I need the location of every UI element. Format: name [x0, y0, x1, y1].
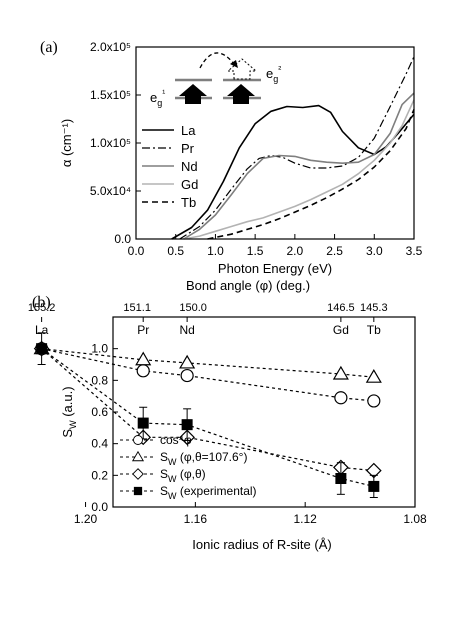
spectral-weight-axis-ticks: 1.20 1.16 1.12 1.08 0.0 0.2 0.4 0.6 0.8 1.0 [41, 317, 427, 526]
y-tick-label: 1.5x10⁵ [90, 88, 131, 102]
bond-angle-tick-labels: 155.2 151.1 150.0 146.5 145.3 [28, 302, 388, 314]
y-tick-label: 2.0x10⁵ [90, 40, 131, 54]
eg2-hopping-target-arrow-icon [226, 58, 258, 80]
x-tick-label: 3.0 [366, 244, 383, 258]
circle-marker [133, 435, 143, 445]
legend-marker [133, 435, 143, 445]
legend-label: SW (experimental) [160, 484, 257, 501]
x-tick-label: 1.0 [207, 244, 224, 258]
legend-label-gd: Gd [181, 177, 198, 192]
x-tick-label: 2.5 [326, 244, 343, 258]
y-tick-label: 0.0 [91, 500, 108, 514]
spectral-weight-series [33, 332, 382, 498]
legend-marker [133, 486, 143, 496]
series-circle [35, 342, 381, 408]
y-tick-label: 1.0x10⁵ [90, 136, 131, 150]
spectral-weight-plot-frame [112, 316, 416, 508]
eg2-spin-arrow-icon [227, 84, 255, 104]
element-label: Nd [179, 323, 194, 337]
series-triangle [33, 340, 382, 383]
eg1-spin-arrow-icon [179, 84, 207, 104]
circle-marker [136, 364, 150, 378]
triangle-marker [135, 351, 152, 366]
legend-label-nd: Nd [181, 159, 198, 174]
eg2-label: eg² [266, 64, 281, 84]
diamond-marker [132, 468, 144, 480]
spectral-weight-legend: cos⁴φ SW (φ,θ=107.6°)SW (φ,θ)SW (experime… [120, 433, 257, 501]
x-tick-label: 1.12 [294, 512, 318, 526]
triangle-marker [365, 368, 382, 383]
spectral-weight-chart: Bond angle (φ) (deg.) 1.20 1.16 1.12 1.08 0.… [28, 278, 427, 552]
x-tick-label: 1.20 [74, 512, 98, 526]
y-tick-label: 1.0 [91, 342, 108, 356]
bond-angle-tick-label: 151.1 [123, 302, 151, 314]
x-tick-label: 0.0 [128, 244, 145, 258]
x-tick-label: 0.5 [167, 244, 184, 258]
x-tick-label: 3.5 [406, 244, 423, 258]
series-gd-line [183, 99, 415, 240]
legend-label: cos⁴φ [160, 433, 192, 447]
hopping-arrowhead-icon [230, 60, 238, 68]
y-tick-label: 0.4 [91, 437, 108, 451]
hopping-curve [199, 52, 235, 69]
y-tick-label: 0.2 [91, 468, 108, 482]
absorption-y-axis-label: α (cm⁻¹) [59, 119, 74, 167]
circle-marker [367, 394, 381, 408]
circle-marker [180, 368, 194, 383]
series-tb-line [207, 109, 415, 240]
triangle-marker [332, 365, 349, 380]
y-tick-label: 0.8 [91, 373, 108, 387]
series-connector [41, 348, 374, 402]
triangle-marker [179, 354, 196, 369]
eg1-label: eg¹ [150, 88, 165, 108]
absorption-legend: La Pr Nd Gd Tb [142, 123, 198, 210]
bond-angle-tick-label: 145.3 [360, 302, 388, 314]
absorption-x-axis-label: Photon Energy (eV) [218, 261, 332, 276]
square-marker [181, 419, 193, 431]
series-square-filled [36, 332, 380, 498]
absorption-axis-ticks: 0.0 0.5 1.0 1.5 2.0 2.5 3.0 3.5 0.0 5.0x10⁴ 1.0x10… [90, 40, 423, 258]
element-labels: La Pr Nd Gd Tb [35, 323, 381, 337]
absorption-series [171, 56, 415, 240]
bond-angle-tick-label: 155.2 [28, 302, 56, 314]
legend-marker [131, 450, 145, 462]
bond-angle-tick-label: 150.0 [179, 302, 207, 314]
y-tick-label: 0.0 [114, 232, 131, 246]
element-label: La [35, 323, 49, 337]
square-marker [137, 417, 149, 429]
square-marker [335, 473, 347, 484]
square-marker [36, 343, 48, 355]
panel-a-label: (a) [40, 39, 58, 56]
legend-label-pr: Pr [181, 141, 195, 156]
bond-angle-tick-label: 146.5 [327, 302, 355, 314]
orbital-transition-inset: eg¹ eg² [150, 52, 281, 108]
element-label: Pr [137, 323, 149, 337]
x-tick-label: 2.0 [287, 244, 304, 258]
bond-angle-axis-label: Bond angle (φ) (deg.) [186, 278, 310, 293]
series-pr-line [179, 56, 415, 240]
spectral-weight-y-axis-label: SW (a.u.) [60, 386, 78, 437]
y-tick-label: 0.6 [91, 405, 108, 419]
legend-marker [132, 468, 144, 480]
legend-label-tb: Tb [181, 195, 196, 210]
absorption-chart: 0.0 0.5 1.0 1.5 2.0 2.5 3.0 3.5 0.0 5.0x10⁴ 1.0x10… [59, 40, 423, 276]
series-nd-line [183, 92, 415, 240]
circle-marker [334, 391, 348, 405]
triangle-marker [131, 450, 145, 462]
square-marker [368, 480, 380, 492]
series-la-line [171, 104, 415, 240]
y-tick-label: 5.0x10⁴ [90, 184, 131, 198]
element-label: Tb [367, 323, 381, 337]
panel-b-label: (b) [32, 294, 51, 311]
square-marker [133, 486, 143, 496]
element-label: Gd [333, 323, 349, 337]
legend-label: SW (φ,θ=107.6°) [160, 450, 247, 467]
x-tick-label: 1.5 [247, 244, 264, 258]
x-tick-label: 1.16 [184, 512, 208, 526]
x-tick-label: 1.08 [403, 512, 427, 526]
legend-label: SW (φ,θ) [160, 467, 206, 484]
legend-label-la: La [181, 123, 196, 138]
ionic-radius-axis-label: Ionic radius of R-site (Å) [192, 537, 331, 552]
